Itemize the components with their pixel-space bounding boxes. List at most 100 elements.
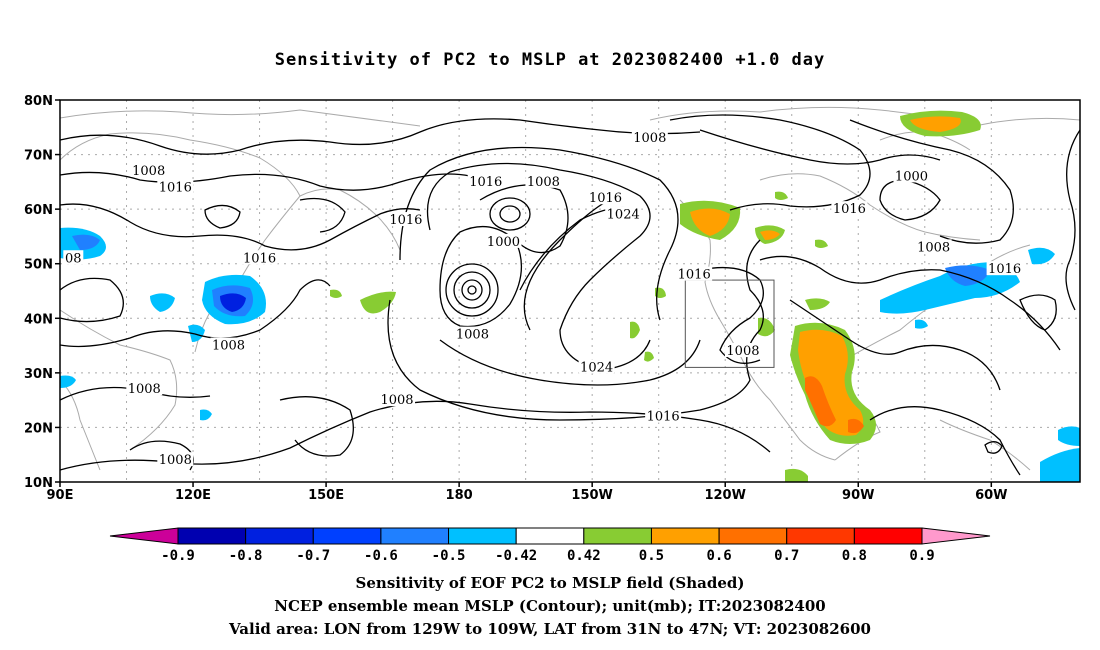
contour-label: 1008 [456,328,489,343]
lat-tick-label: 60N [24,203,53,218]
contour-label-bg [467,173,504,188]
contour-label: 1016 [988,262,1021,277]
colorbar-label: 0.42 [567,548,601,564]
lon-tick-label: 150E [308,488,344,503]
contour-label: 1008 [212,339,245,354]
colorbar-label: -0.8 [229,548,263,564]
contour-label-bg [986,261,1023,276]
lon-tick-label: 90E [47,488,74,503]
colorbar-segment [448,527,517,545]
plot-frame [59,99,1081,483]
colorbar-segment [245,527,314,545]
contour-label-bg [210,337,247,352]
contour-label-bg [605,206,642,221]
contour-label: 1016 [589,191,622,206]
contour-label: 1016 [159,180,192,195]
colorbar-segment [853,527,923,545]
contour-label: 1000 [487,235,520,250]
colorbar-label: -0.6 [364,548,398,564]
colorbar-label: -0.7 [296,548,330,564]
lon-tick-label: 60W [975,488,1007,503]
caption-line-3: Valid area: LON from 129W to 109W, LAT f… [229,620,871,638]
lon-tick-label: 120E [175,488,211,503]
contour-label: 1016 [243,251,276,266]
colorbar-segment [650,527,720,545]
contour-label: 1000 [895,169,928,184]
contour-label-bg [130,162,167,177]
colorbar-segment [583,527,652,545]
contour-label: 1024 [580,360,613,375]
lon-tick-label: 180 [446,488,473,503]
colorbar-segment [177,527,247,545]
colorbar-label: 0.5 [639,548,664,564]
colorbar-label: -0.9 [161,548,195,564]
colorbar-max-arrow [921,527,991,545]
caption-line-1: Sensitivity of EOF PC2 to MSLP field (Sh… [355,574,745,592]
contour-label: 1016 [833,202,866,217]
contour-label-bg [893,168,930,183]
contour-label: 1016 [389,213,422,228]
contour-label-bg [578,359,615,374]
contour-label: 1008 [380,393,413,408]
contour-label: 1016 [469,175,502,190]
lon-tick-label: 150W [571,488,612,503]
contour-label-bg [631,130,668,145]
contour-label: 1016 [678,268,711,283]
colorbar-label: -0.5 [432,548,466,564]
lat-tick-label: 10N [24,476,53,491]
contour-label-bg [126,381,163,396]
map-title: Sensitivity of PC2 to MSLP at 2023082400… [274,50,826,70]
contour-label: 08 [65,251,82,266]
axis-ticks [55,99,993,487]
colorbar: -0.9 -0.8 -0.7 -0.6 -0.5 -0.42 0.42 0.5 0.6 0.7 0.… [109,527,991,564]
lat-tick-label: 40N [24,312,53,327]
colorbar-min-arrow [109,527,179,545]
contour-label-bg [676,266,713,281]
axis-labels: 90E 120E 150E 180 150W 120W 90W 60W 80N 70N 60N 50N… [24,94,1008,503]
contour-label-bg [63,250,84,265]
contour-label-bg [379,392,416,407]
contour-label: 1008 [128,382,161,397]
contour-label-bg [485,233,522,248]
contour-label: 1008 [159,453,192,468]
colorbar-segment [786,527,855,545]
colorbar-label: 0.8 [842,548,867,564]
caption-line-2: NCEP ensemble mean MSLP (Contour); unit(… [274,597,826,615]
contour-label-bg [724,343,761,358]
contour-label-bg [831,201,868,216]
contour-label-bg [587,190,624,205]
contour-label-bg [157,452,194,467]
colorbar-label: -0.42 [495,548,537,564]
contour-label-bg [454,326,491,341]
contour-label-bg [915,239,952,254]
colorbar-label: 0.9 [909,548,934,564]
shaded-sensitivity [60,110,1080,482]
contour-label: 1008 [917,240,950,255]
colorbar-label: 0.6 [706,548,731,564]
lat-tick-label: 20N [24,421,53,436]
contour-label: 1016 [647,410,680,425]
contour-label-bg [525,173,562,188]
lon-tick-label: 90W [842,488,874,503]
lat-tick-label: 70N [24,149,53,164]
colorbar-segment [718,527,788,545]
colorbar-label: 0.7 [774,548,799,564]
lat-tick-label: 30N [24,367,53,382]
lat-tick-label: 50N [24,258,53,273]
colorbar-segment [380,527,450,545]
contour-label-bg [645,408,682,423]
contour-label: 1024 [607,208,640,223]
contour-label-bg [387,212,424,227]
contour-label-bg [241,250,278,265]
colorbar-segment [312,527,382,545]
lon-tick-label: 120W [704,488,745,503]
contour-label-bg [157,179,194,194]
lat-tick-label: 80N [24,94,53,109]
contour-label: 1008 [527,175,560,190]
contour-label: 1008 [726,344,759,359]
contour-label: 1008 [132,164,165,179]
valid-area-box [684,279,775,368]
contour-label: 1008 [633,131,666,146]
